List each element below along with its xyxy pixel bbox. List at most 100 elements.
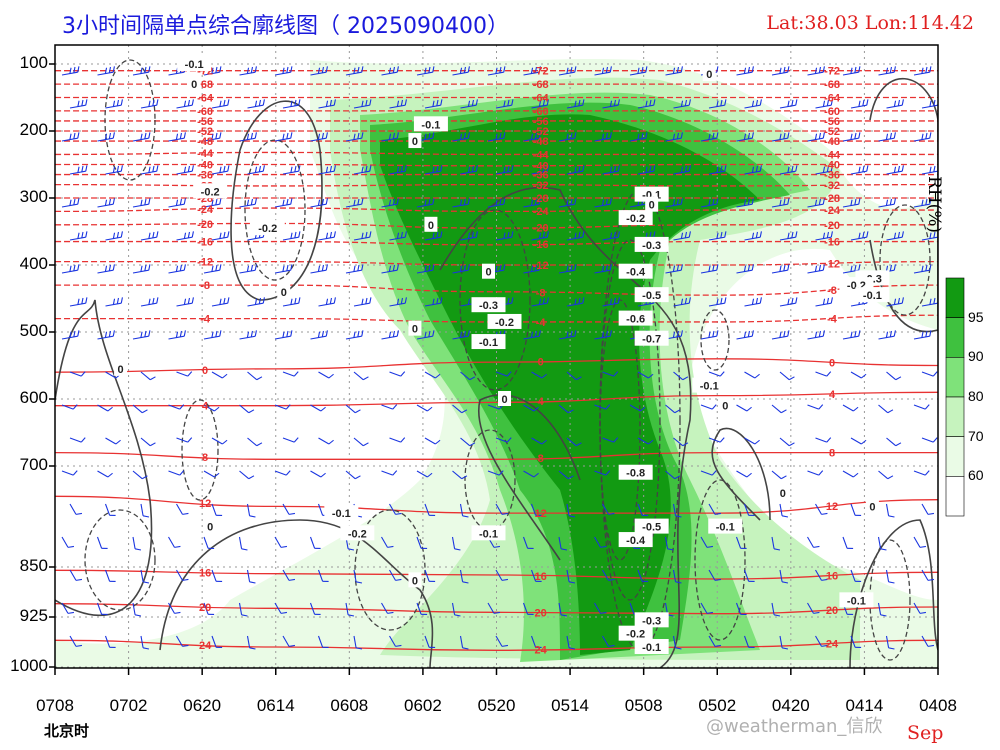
wind-barb-staff — [424, 503, 430, 516]
wind-barb-feather — [353, 265, 356, 272]
wind-barb-staff — [807, 470, 819, 476]
wind-barb-feather — [929, 330, 932, 337]
wind-barb-feather — [219, 330, 222, 337]
wind-barb-feather — [684, 165, 688, 173]
wind-barb-staff — [602, 236, 619, 241]
wind-barb-staff — [566, 371, 577, 381]
wind-barb-feather — [294, 99, 297, 107]
omega-label-box — [482, 263, 495, 279]
wind-barb-feather — [396, 298, 400, 305]
wind-barb-feather — [688, 231, 691, 238]
wind-barb-staff — [247, 371, 258, 381]
wind-barb-staff — [629, 602, 635, 615]
wind-barb-feather — [321, 330, 325, 338]
wind-barb-staff — [672, 635, 677, 648]
wind-barb-staff — [744, 236, 761, 241]
omega-contour-negative — [694, 479, 746, 641]
wind-barb-feather — [755, 297, 759, 305]
wind-barb-staff — [807, 203, 824, 208]
wind-barb-feather — [435, 373, 441, 379]
temp-label: -28 — [824, 193, 840, 205]
wind-barb-feather — [219, 100, 222, 107]
wind-barb-feather — [613, 297, 617, 305]
wind-barb-staff — [274, 470, 287, 476]
wind-barb-feather — [613, 231, 617, 239]
wind-barb-feather — [256, 442, 263, 447]
wind-barb-feather — [858, 100, 861, 107]
wind-barb-feather — [720, 231, 723, 239]
wind-barb-feather — [568, 515, 576, 518]
wind-barb-feather — [179, 132, 183, 140]
wind-barb-feather — [605, 132, 609, 140]
temp-contour — [55, 151, 938, 156]
wind-barb-feather — [929, 298, 932, 305]
wind-barb-feather — [706, 545, 714, 548]
wind-barb-staff — [708, 371, 721, 377]
wind-barb-feather — [183, 166, 187, 173]
wind-barb-staff — [850, 371, 862, 379]
y-tick-label: 400 — [19, 254, 48, 273]
wind-barb-feather — [503, 132, 506, 139]
wind-barb-feather — [290, 232, 293, 239]
wind-barb-staff — [771, 470, 782, 480]
temp-label: -44 — [197, 148, 214, 160]
wind-barb-staff — [310, 404, 322, 412]
wind-barb-staff — [140, 371, 151, 381]
wind-barb-feather — [493, 611, 501, 614]
wind-barb-feather — [649, 165, 652, 173]
wind-barb-staff — [522, 536, 529, 549]
wind-barb-feather — [223, 231, 226, 239]
wind-barb-staff — [353, 635, 357, 648]
temp-label: -16 — [533, 239, 549, 251]
temp-contour — [55, 183, 938, 187]
wind-barb-feather — [751, 298, 755, 305]
wind-barb-staff — [921, 569, 929, 581]
wind-barb-feather — [325, 132, 328, 139]
wind-barb-feather — [369, 297, 372, 304]
wind-barb-feather — [325, 100, 329, 107]
omega-label-box — [471, 334, 506, 350]
wind-barb-feather — [759, 165, 762, 172]
wind-barb-feather — [140, 67, 143, 74]
temp-contour — [55, 240, 938, 246]
wind-barb-feather — [227, 165, 230, 172]
wind-barb-feather — [850, 265, 853, 272]
wind-barb-staff — [176, 569, 183, 581]
wind-barb-feather — [755, 99, 759, 107]
wind-barb-feather — [921, 199, 924, 206]
wind-barb-staff — [850, 302, 867, 307]
wind-barb-feather — [459, 199, 463, 206]
wind-barb-feather — [534, 330, 538, 338]
wind-barb-feather — [290, 198, 293, 205]
wind-barb-feather — [499, 198, 502, 206]
wind-barb-feather — [396, 330, 399, 337]
wind-barb-staff — [318, 437, 330, 445]
wind-barb-feather — [676, 132, 680, 140]
wind-barb-feather — [219, 298, 222, 305]
wind-barb-staff — [566, 236, 583, 241]
wind-barb-staff — [807, 137, 824, 142]
wind-barb-feather — [248, 409, 255, 414]
wind-barb-staff — [132, 470, 143, 480]
wind-barb-feather — [582, 297, 585, 304]
wind-barb-staff — [736, 404, 748, 412]
wind-barb-staff — [736, 71, 753, 76]
wind-barb-feather — [179, 198, 183, 206]
wind-barb-feather — [227, 231, 230, 238]
temp-label: -52 — [824, 126, 840, 138]
wind-barb-staff — [389, 437, 401, 443]
wind-barb-feather — [676, 198, 680, 206]
wind-barb-feather — [357, 66, 360, 74]
wind-barb-staff — [531, 170, 548, 175]
wind-barb-feather — [889, 198, 893, 206]
wind-barb-staff — [842, 470, 854, 478]
wind-barb-staff — [807, 335, 824, 340]
wind-barb-feather — [392, 132, 396, 140]
wind-barb-feather — [783, 198, 786, 206]
wind-barb-feather — [582, 99, 585, 106]
temp-contour — [55, 451, 938, 460]
y-tick-label: 850 — [19, 556, 48, 575]
wind-barb-feather — [880, 548, 887, 551]
wind-barb-staff — [921, 302, 938, 307]
wind-barb-staff — [381, 602, 388, 614]
